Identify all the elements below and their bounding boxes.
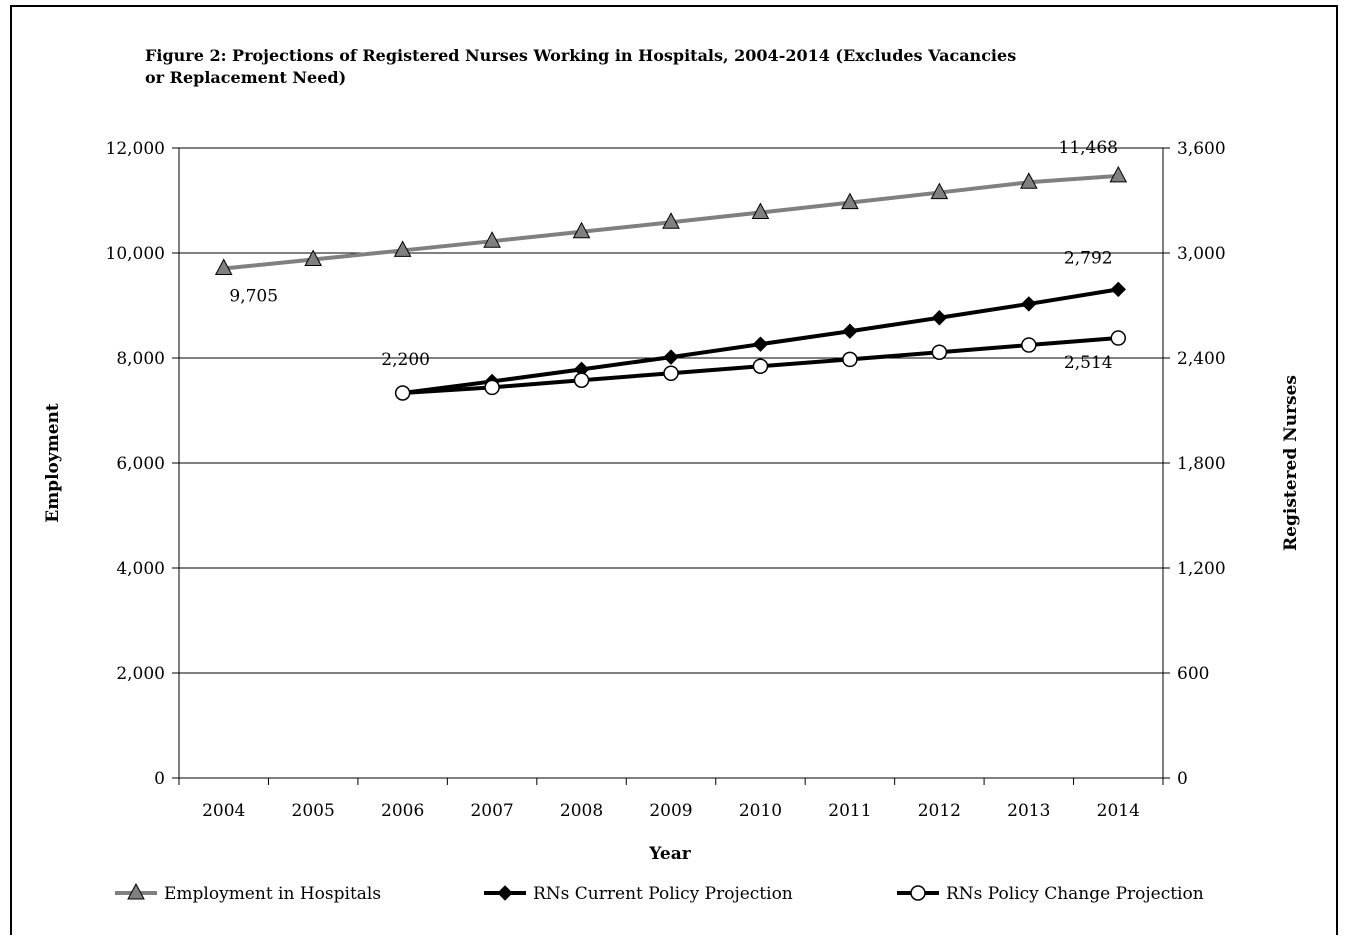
series-point-2 — [931, 310, 948, 326]
series-point-3 — [663, 365, 679, 381]
series-point-1 — [304, 249, 323, 267]
series-point-1 — [662, 212, 680, 229]
x-tick-label: 2013 — [1007, 801, 1050, 821]
series-point-3 — [752, 358, 769, 374]
x-tick-label: 2005 — [292, 801, 335, 821]
y-left-tick-label: 2,000 — [116, 664, 165, 684]
series-point-1 — [483, 231, 501, 248]
y-left-tick-label: 4,000 — [116, 559, 165, 579]
series-point-3 — [842, 351, 858, 368]
y-right-tick-label: 2,400 — [1177, 349, 1226, 369]
y-left-tick-label: 8,000 — [116, 349, 165, 369]
x-tick-label: 2006 — [381, 801, 424, 821]
series-point-1 — [841, 192, 859, 210]
legend-label-3: RNs Policy Change Projection — [946, 884, 1204, 904]
legend-label-2: RNs Current Policy Projection — [533, 884, 793, 904]
series-point-3 — [1021, 337, 1037, 353]
series-point-1 — [1019, 172, 1038, 189]
series-point-1 — [930, 182, 949, 200]
y-left-tick-label: 0 — [154, 769, 165, 789]
series-point-3 — [394, 385, 411, 401]
axes: 0 0 2,000 600 4,000 1,200 6,000 1,800 8,000 2,400… — [106, 139, 1226, 821]
data-label: 2,514 — [1064, 353, 1113, 373]
data-label: 11,468 — [1059, 138, 1118, 158]
legend: Employment in Hospitals RNs Current Polic… — [115, 882, 1204, 904]
chart-title-line1: Figure 2: Projections of Registered Nurs… — [145, 46, 1016, 65]
series-layer — [214, 165, 1128, 401]
series-point-1 — [393, 240, 412, 257]
x-tick-label: 2010 — [739, 801, 782, 821]
y-left-tick-label: 6,000 — [116, 454, 165, 474]
x-tick-label: 2004 — [202, 801, 245, 821]
series-point-1 — [214, 258, 233, 275]
data-label: 2,792 — [1064, 248, 1113, 268]
data-labels: 9,705 11,468 2,792 2,200 2,514 — [229, 138, 1118, 373]
legend-label-1: Employment in Hospitals — [164, 884, 381, 904]
chart-frame — [10, 5, 1338, 935]
series-point-3 — [573, 372, 590, 388]
y-right-tick-label: 1,800 — [1177, 454, 1226, 474]
data-label: 2,200 — [381, 350, 430, 370]
y-left-tick-label: 10,000 — [106, 244, 165, 264]
series-point-2 — [1021, 296, 1037, 312]
legend-marker-2 — [497, 885, 513, 901]
series-point-3 — [931, 344, 948, 360]
y-right-tick-label: 3,600 — [1177, 139, 1226, 159]
y-right-tick-label: 1,200 — [1177, 559, 1226, 579]
y-right-tick-label: 3,000 — [1177, 244, 1226, 264]
y-right-tick-label: 0 — [1177, 769, 1188, 789]
legend-marker-1 — [127, 882, 145, 900]
x-tick-label: 2014 — [1097, 801, 1140, 821]
series-point-3 — [484, 379, 500, 396]
x-tick-label: 2012 — [918, 801, 961, 821]
x-tick-label: 2009 — [649, 801, 692, 821]
x-tick-label: 2007 — [470, 801, 513, 821]
y-axis-right-title: Registered Nurses — [1281, 375, 1301, 551]
series-point-1 — [1109, 165, 1128, 183]
series-point-1 — [751, 202, 770, 220]
chart-title-line2: or Replacement Need) — [145, 68, 346, 87]
y-axis-left-title: Employment — [43, 403, 63, 523]
x-tick-label: 2011 — [828, 801, 871, 821]
series-point-2 — [752, 336, 769, 352]
series-point-1 — [572, 221, 591, 239]
x-tick-label: 2008 — [560, 801, 603, 821]
series-point-2 — [1110, 281, 1126, 298]
series-point-2 — [663, 349, 679, 365]
series-point-2 — [842, 323, 858, 339]
legend-marker-3 — [910, 885, 926, 901]
y-left-tick-label: 12,000 — [106, 139, 165, 159]
x-axis-title: Year — [648, 844, 691, 864]
series-point-3 — [1110, 330, 1127, 346]
y-right-tick-label: 600 — [1177, 664, 1209, 684]
data-label: 9,705 — [229, 286, 278, 306]
